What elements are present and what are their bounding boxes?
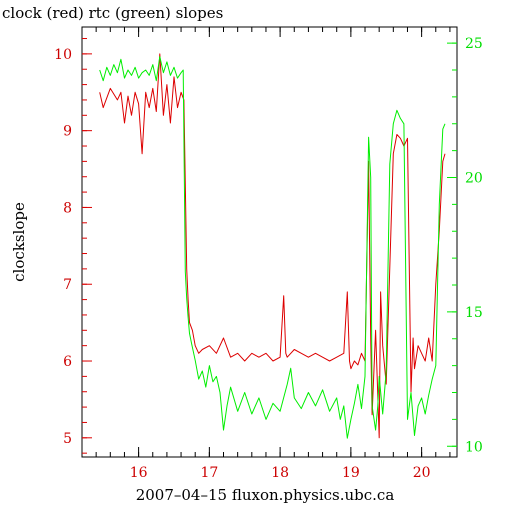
y-right-tick-label: 20 [465,171,483,187]
x-tick-label: 17 [200,465,218,481]
y-left-tick-label: 5 [63,431,72,447]
x-axis: 16 17 18 19 20 [95,27,451,481]
y-right-tick-label: 10 [465,439,483,455]
x-tick-label: 16 [130,465,148,481]
x-tick-label: 20 [413,465,431,481]
series-line-rtc [99,56,446,439]
y-left-tick-label: 6 [63,354,72,370]
y-right-tick-label: 25 [465,36,483,52]
plot-frame [81,26,458,458]
y-right-tick-label: 15 [465,305,483,321]
y-left-tick-label: 8 [63,200,72,216]
y-left-tick-label: 10 [54,47,72,63]
y-axis-right: 10 15 20 25 [447,36,483,455]
y-axis-left: 5 6 7 8 9 10 [54,38,92,454]
x-tick-label: 18 [271,465,289,481]
chart-title: clock (red) rtc (green) slopes [2,4,223,22]
y-left-tick-label: 9 [63,124,72,140]
x-tick-label: 19 [342,465,360,481]
y-left-tick-label: 7 [63,277,72,293]
series-layer [99,53,446,439]
series-line-clock [99,53,446,439]
x-axis-label: 2007–04–15 fluxon.physics.ubc.ca [136,486,395,504]
y-axis-label: clockslope [10,202,28,282]
